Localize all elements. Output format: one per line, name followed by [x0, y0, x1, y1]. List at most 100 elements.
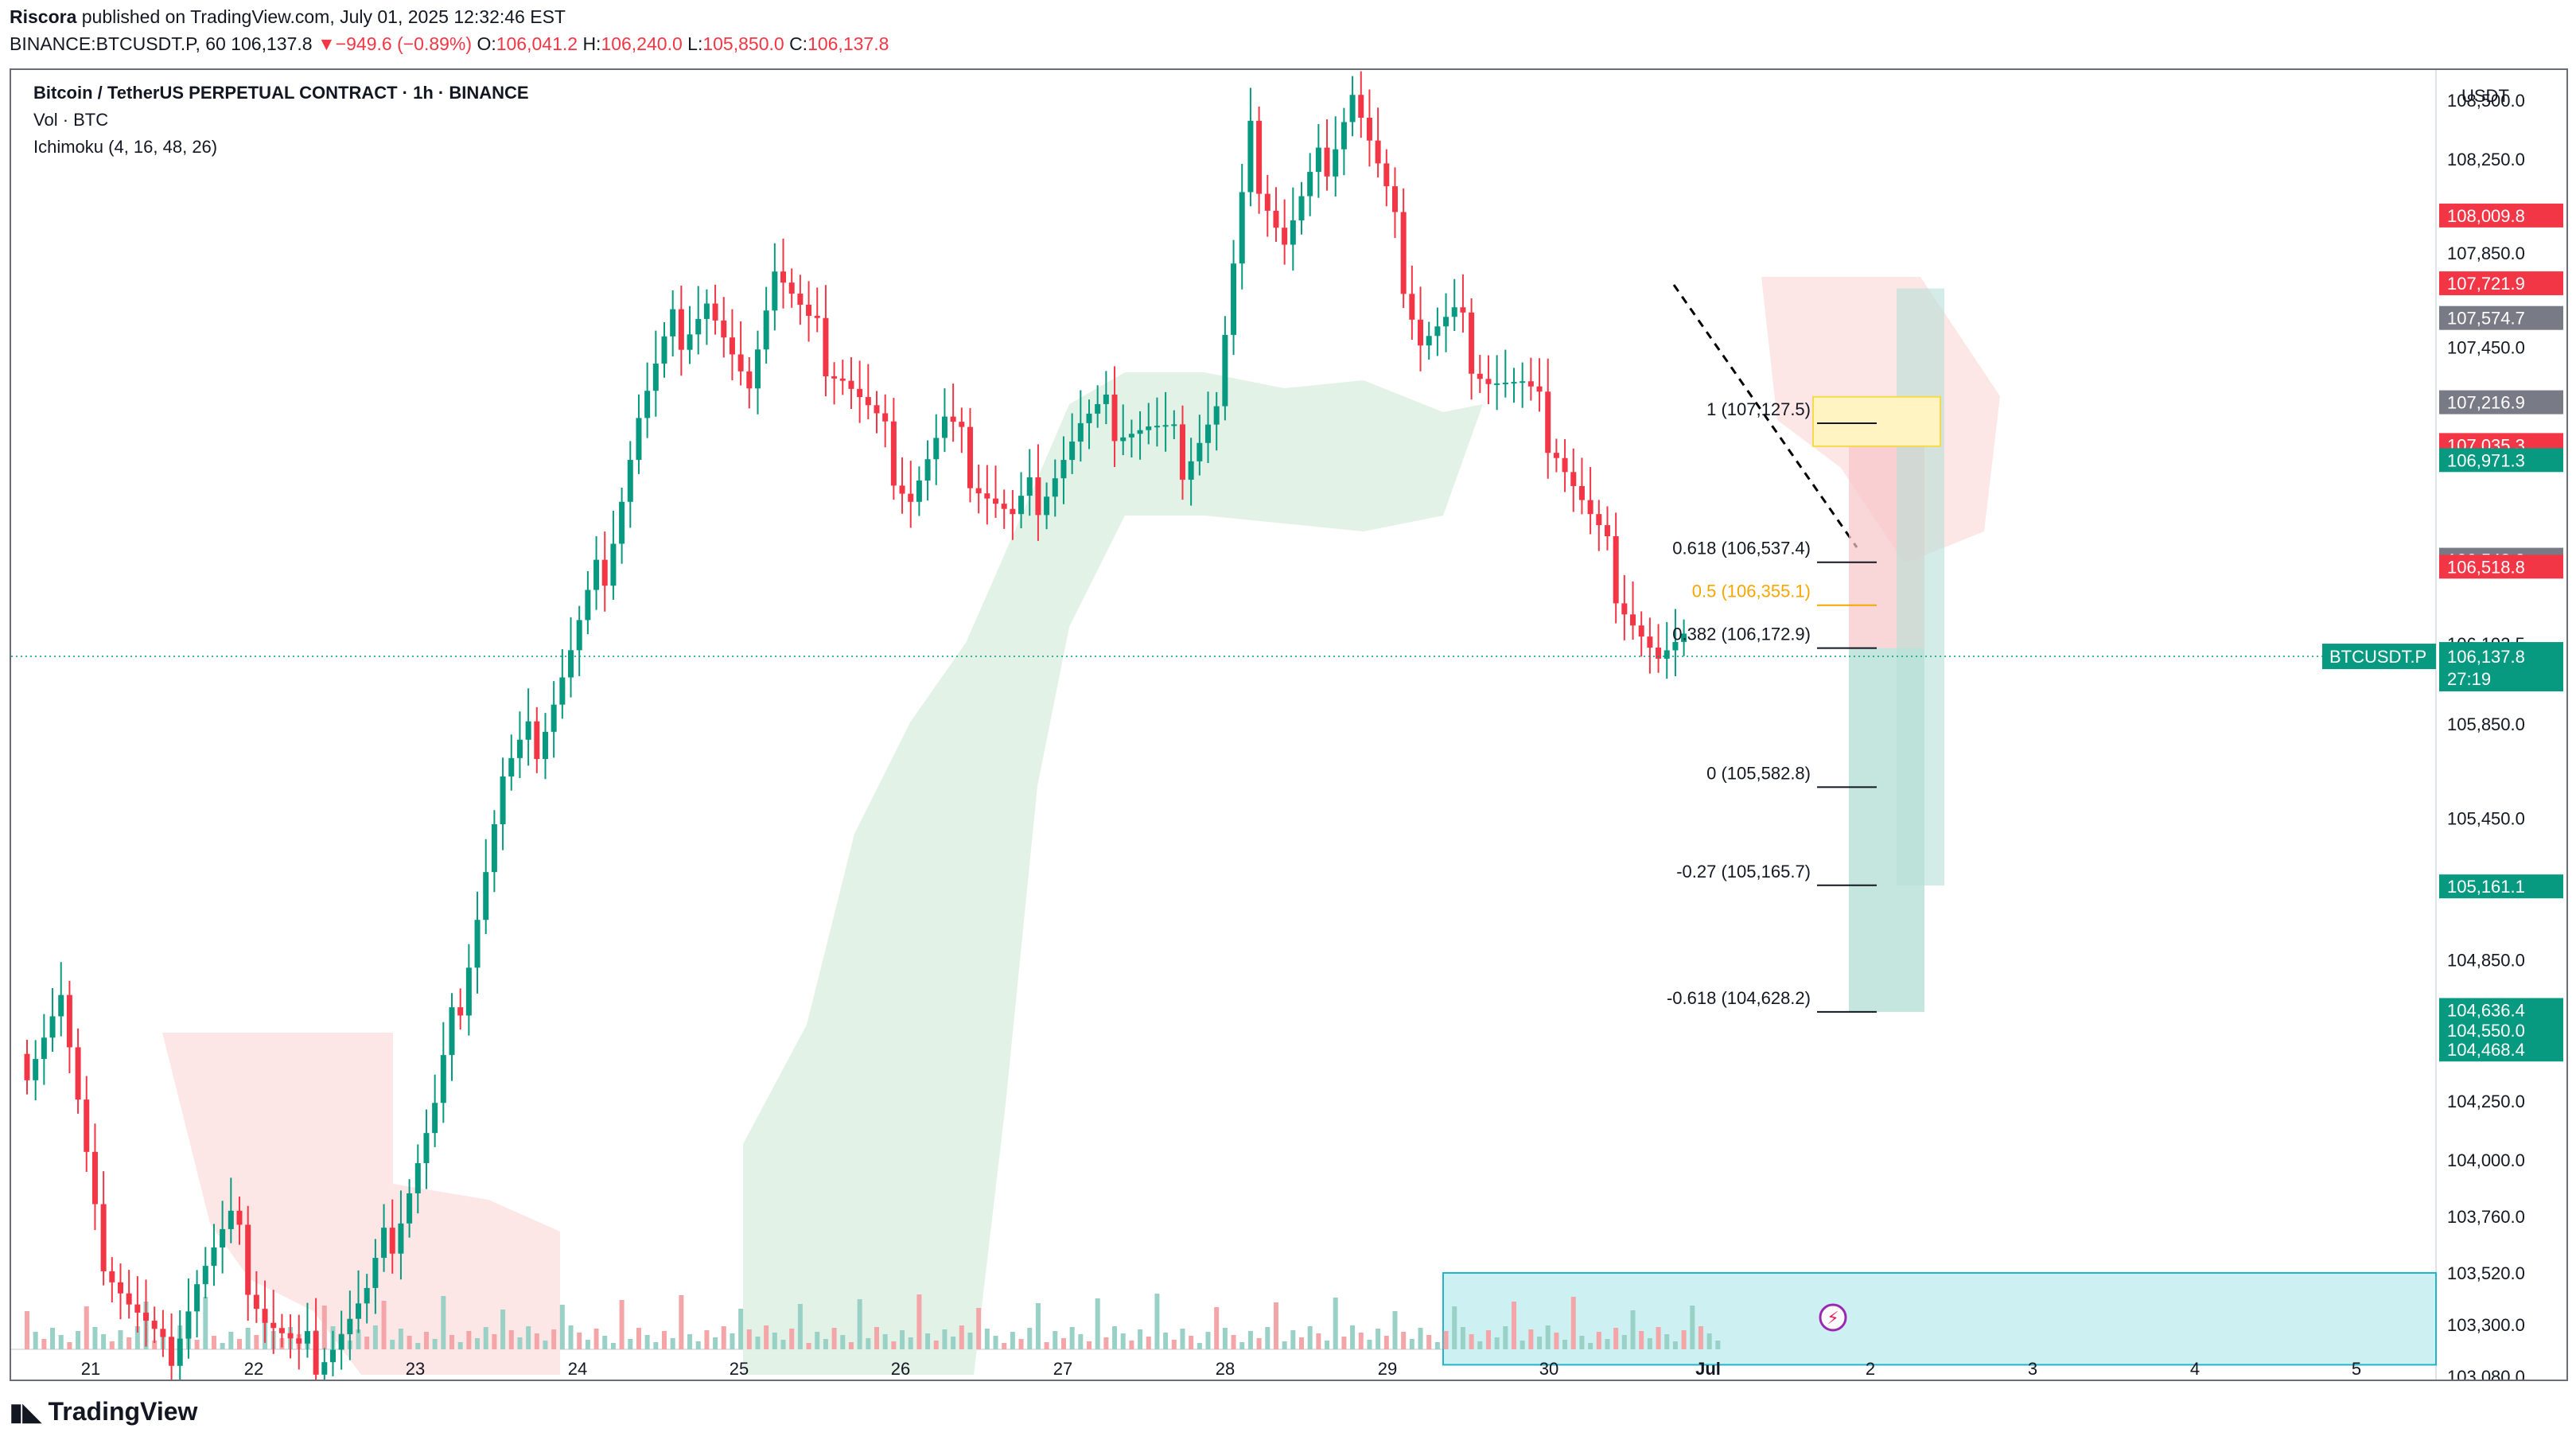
- publish-text: published on TradingView.com, July 01, 2…: [81, 6, 566, 27]
- x-tick-label: 22: [244, 1359, 263, 1379]
- candle-body: [1341, 122, 1347, 150]
- volume-bar: [1053, 1331, 1058, 1349]
- volume-bar: [797, 1304, 803, 1349]
- volume-bar: [568, 1325, 574, 1349]
- volume-bar: [466, 1331, 472, 1349]
- volume-bar: [1401, 1332, 1407, 1349]
- candle-body: [1451, 307, 1457, 317]
- volume-bar: [1018, 1339, 1024, 1349]
- candle-body: [491, 824, 497, 873]
- candle-body: [1511, 382, 1517, 384]
- volume-bar: [925, 1333, 931, 1349]
- volume-bar: [364, 1337, 370, 1349]
- volume-bar: [245, 1328, 251, 1349]
- volume-bar: [602, 1336, 608, 1349]
- price-badge: [2439, 203, 2563, 228]
- candle-body: [347, 1318, 353, 1335]
- candle-body: [1681, 633, 1687, 642]
- candle-body: [270, 1322, 277, 1329]
- candle-body: [1222, 334, 1228, 407]
- price-badge-label: 105,161.1: [2447, 877, 2525, 897]
- candle-body: [729, 337, 735, 355]
- candle-body: [228, 1210, 234, 1229]
- volume-bar: [1163, 1333, 1169, 1349]
- candle-body: [1069, 442, 1076, 461]
- candle-body: [474, 920, 481, 968]
- candle-body: [882, 413, 889, 422]
- lightning-icon: [1819, 1303, 1847, 1332]
- volume-bar: [933, 1341, 939, 1349]
- volume-bar: [1002, 1343, 1007, 1349]
- candle-body: [177, 1338, 183, 1366]
- candle-body: [220, 1228, 226, 1248]
- candle-body: [534, 721, 540, 760]
- volume-bar: [1044, 1342, 1049, 1349]
- candle-body: [601, 559, 608, 586]
- price-badge: [2439, 390, 2563, 414]
- volume-bar: [1672, 1341, 1678, 1349]
- candle-body: [559, 677, 566, 705]
- candle-body: [126, 1293, 132, 1305]
- author-name[interactable]: Riscora: [10, 6, 77, 27]
- volume-bar: [1256, 1338, 1262, 1349]
- tradingview-logo: ▮◣ TradingView: [10, 1397, 197, 1426]
- candle-body: [449, 1007, 455, 1056]
- candle-body: [1052, 478, 1058, 497]
- volume-bar: [475, 1338, 481, 1349]
- candle-body: [151, 1321, 158, 1329]
- candle-body: [1077, 422, 1084, 442]
- candle-body: [1239, 192, 1245, 264]
- volume-legend[interactable]: Vol · BTC: [33, 110, 109, 130]
- volume-bar: [372, 1325, 378, 1349]
- fib-level-label: -0.618 (104,628.2): [1667, 988, 1811, 1008]
- volume-bar: [1613, 1328, 1619, 1349]
- price-chart[interactable]: 1 (107,127.5) 0.618 (106,537.4) 0.5 (106,3…: [11, 70, 2566, 1380]
- candle-body: [1426, 336, 1432, 346]
- volume-bar: [644, 1335, 650, 1349]
- candle-body: [1154, 426, 1160, 428]
- candle-body: [525, 721, 531, 740]
- volume-bar: [831, 1328, 837, 1349]
- last-price: 106,137.8: [231, 33, 313, 54]
- candle-body: [432, 1103, 438, 1134]
- candle-body: [1545, 391, 1551, 453]
- volume-bar: [848, 1342, 854, 1349]
- volume-bar: [441, 1296, 446, 1349]
- candle-body: [398, 1223, 404, 1254]
- candle-body: [1137, 430, 1143, 434]
- volume-bar: [1231, 1335, 1236, 1349]
- candle-body: [338, 1334, 344, 1350]
- y-tick-label: 107,450.0: [2447, 338, 2525, 358]
- candle-body: [364, 1287, 370, 1304]
- volume-bar: [1129, 1341, 1134, 1349]
- volume-bar: [823, 1339, 828, 1349]
- candle-body: [389, 1228, 395, 1254]
- candle-body: [1095, 403, 1101, 414]
- price-badge: [2439, 998, 2563, 1022]
- candle-body: [857, 388, 863, 398]
- volume-bar: [755, 1337, 761, 1349]
- volume-bar: [1681, 1330, 1687, 1349]
- close-value: 106,137.8: [807, 33, 889, 54]
- volume-bar: [1316, 1333, 1321, 1349]
- volume-bar: [1120, 1333, 1126, 1349]
- volume-bar: [58, 1335, 64, 1349]
- candle-body: [1375, 140, 1381, 164]
- x-tick-label: 25: [730, 1359, 749, 1379]
- price-badge: [2439, 874, 2563, 899]
- volume-bar: [1095, 1298, 1100, 1349]
- chart-panel[interactable]: 1 (107,127.5) 0.618 (106,537.4) 0.5 (106,3…: [10, 68, 2568, 1381]
- candle-body: [465, 967, 472, 1016]
- candle-body: [1205, 424, 1212, 443]
- x-tick-label: 4: [2190, 1359, 2200, 1379]
- volume-bar: [993, 1336, 998, 1349]
- volume-bar: [41, 1339, 47, 1349]
- volume-bar: [577, 1333, 582, 1349]
- volume-bar: [713, 1337, 718, 1349]
- x-tick-label: 27: [1053, 1359, 1072, 1379]
- candle-body: [49, 1016, 56, 1038]
- candle-body: [143, 1312, 150, 1321]
- price-badge-label: 106,518.8: [2447, 557, 2525, 577]
- price-badge-label: 108,009.8: [2447, 206, 2525, 226]
- ichimoku-legend[interactable]: Ichimoku (4, 16, 48, 26): [33, 137, 218, 157]
